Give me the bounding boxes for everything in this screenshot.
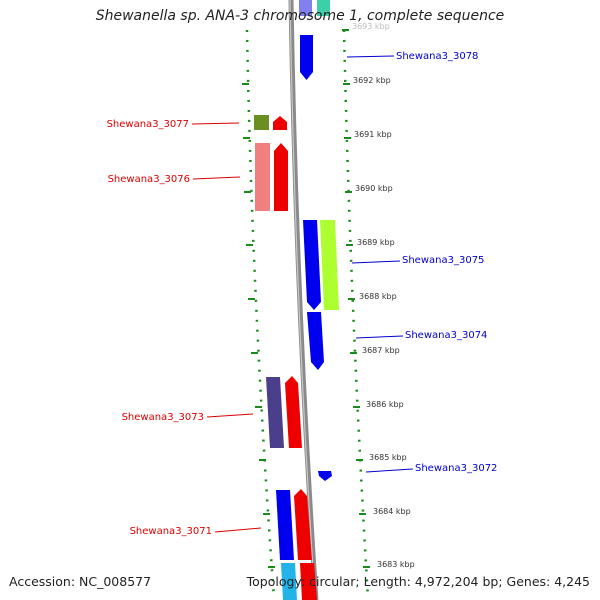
scale-labels: 3693 kbp 3692 kbp 3691 kbp 3690 kbp 3689… [352,22,415,569]
gene-label-3071[interactable]: Shewana3_3071 [130,526,212,537]
topology-info: Topology: circular; Length: 4,972,204 bp… [246,574,590,589]
reverse-genes [254,115,317,600]
gene-arrow-3078[interactable] [300,35,313,80]
scale-label: 3691 kbp [354,130,392,139]
gene-arrow-3077[interactable] [273,116,287,130]
scale-label: 3688 kbp [359,292,397,301]
gene-feature-slate[interactable] [266,377,284,448]
gene-feature-olive[interactable] [254,115,269,130]
gene-label-3077[interactable]: Shewana3_3077 [107,119,189,130]
outer-dotted-track [342,29,370,599]
gene-arrow-3076[interactable] [274,143,288,211]
gene-feature-pink[interactable] [255,143,270,211]
leader-line [346,55,395,58]
leader-line [214,527,262,533]
scale-label: 3686 kbp [366,400,404,409]
accession-info: Accession: NC_008577 [9,574,152,589]
scale-label: 3684 kbp [373,507,411,516]
gene-arrow-3074[interactable] [307,312,324,370]
scale-label: 3687 kbp [362,346,400,355]
scale-label: 3692 kbp [353,76,391,85]
gene-feature-red-bottom[interactable] [300,563,317,600]
leader-line [206,413,254,418]
leader-line [192,176,241,180]
backbone-highlight [289,0,316,600]
gene-feature-teal-top[interactable] [317,0,330,16]
backbone-line [288,0,319,600]
gene-feature-cyan[interactable] [281,563,297,600]
scale-label: 3690 kbp [355,184,393,193]
forward-genes [299,0,339,481]
gene-label-3074[interactable]: Shewana3_3074 [405,330,487,341]
leader-line [191,122,240,125]
scale-ticks [242,29,370,568]
gene-arrow-3075[interactable] [303,220,321,310]
gene-arrow-3073[interactable] [285,376,302,448]
scale-label: 3689 kbp [357,238,395,247]
gene-label-3078[interactable]: Shewana3_3078 [396,51,478,62]
leader-line [351,260,401,264]
gene-label-3072[interactable]: Shewana3_3072 [415,463,497,474]
gene-label-3073[interactable]: Shewana3_3073 [122,412,204,423]
map-title: Shewanella sp. ANA-3 chromosome 1, compl… [95,8,505,24]
gene-feature-lime[interactable] [320,220,339,310]
gene-arrow-3071[interactable] [294,489,312,560]
leader-line [355,335,404,339]
gene-labels: Shewana3_3078 Shewana3_3075 Shewana3_307… [107,51,498,537]
scale-label: 3685 kbp [369,453,407,462]
gene-arrow-3072[interactable] [318,471,332,481]
leader-line [365,468,414,473]
scale-label: 3683 kbp [377,560,415,569]
gene-label-3076[interactable]: Shewana3_3076 [108,174,190,185]
gene-feature-lavender-top[interactable] [299,0,312,16]
gene-label-3075[interactable]: Shewana3_3075 [402,255,484,266]
gene-feature-blue-lower[interactable] [276,490,294,560]
scale-label: 3693 kbp [352,22,390,31]
